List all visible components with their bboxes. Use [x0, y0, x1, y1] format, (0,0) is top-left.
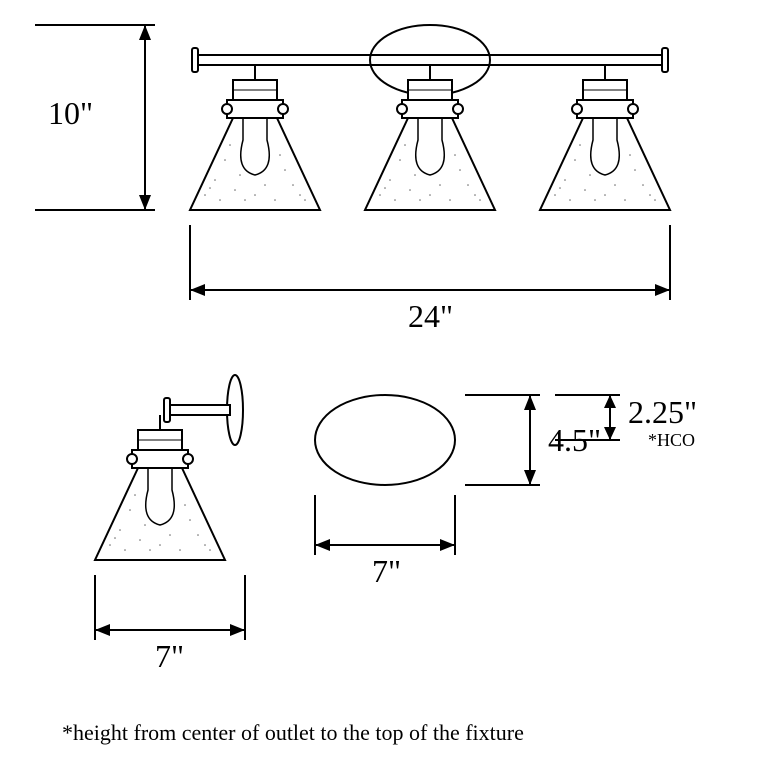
dim-plate-height: 4.5" [548, 422, 601, 459]
footnote-text: *height from center of outlet to the top… [62, 720, 524, 746]
front-view [35, 25, 670, 300]
backplate-view [315, 395, 620, 555]
dimension-diagram [0, 0, 780, 780]
dim-hco-sub: *HCO [648, 430, 695, 451]
dim-height-10: 10" [48, 95, 93, 132]
side-view [95, 375, 245, 640]
dim-plate-width-7: 7" [372, 553, 401, 590]
dim-side-width-7: 7" [155, 638, 184, 675]
dim-width-24: 24" [408, 298, 453, 335]
dim-hco: 2.25" [628, 394, 697, 431]
